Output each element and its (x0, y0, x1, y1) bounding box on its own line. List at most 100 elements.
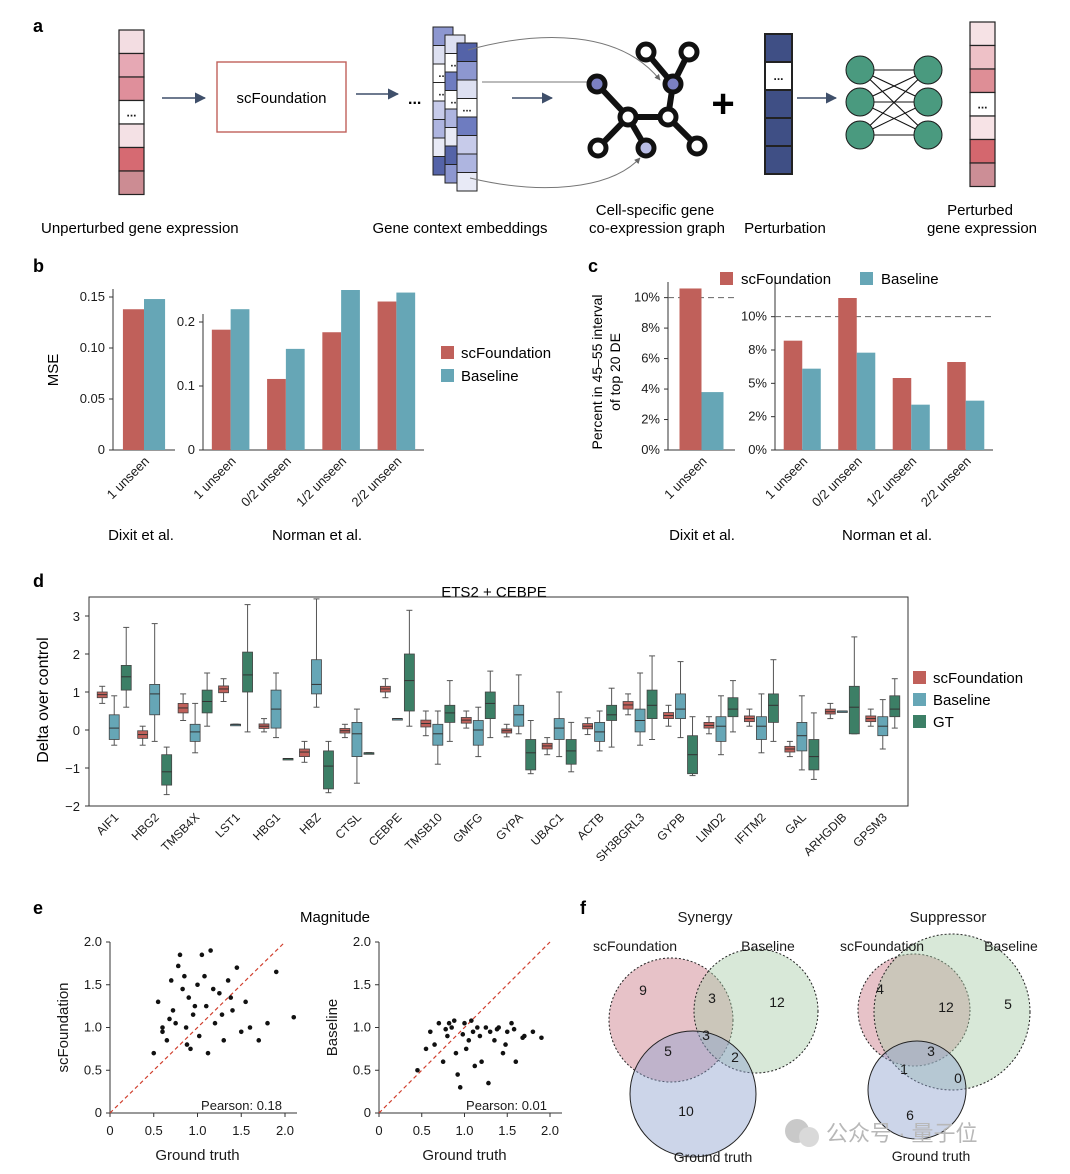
input-vector-cell (118, 146, 145, 172)
c-norman-x-tick-label: 1/2 unseen (863, 454, 919, 510)
c-norman-y-tick-label: 2% (748, 409, 767, 424)
d-ylabel: Delta over control (35, 637, 52, 762)
e-baseline-x-label: Ground truth (422, 1147, 506, 1164)
output-vector-cell (969, 44, 996, 70)
panel-letter-f: f (580, 898, 587, 918)
e-baseline-y-tick-label: 1.0 (353, 1020, 371, 1035)
d-box-baseline (432, 723, 444, 746)
network-node (913, 87, 943, 117)
d-box-baseline (553, 718, 565, 740)
e-scfoundation-point (228, 995, 234, 1000)
b-legend: scFoundation Baseline (441, 345, 551, 385)
c-norman-bar-baseline (965, 400, 985, 450)
e-baseline-point (457, 1085, 463, 1090)
f-synergy-region-ab-only: 3 (708, 990, 716, 1006)
d-box-baseline (796, 722, 808, 752)
embedding-cell (456, 153, 478, 173)
e-scfoundation-x-tick-label: 1.0 (188, 1123, 206, 1138)
embedding-link-bottom (469, 157, 641, 189)
d-title: ETS2 + CEBPE (441, 584, 546, 601)
b-norman-plot: 0 0.1 0.2 1 unseen 0/2 unseen 1/2 unseen 2/2 u… (177, 290, 424, 510)
e-scfoundation-y-tick-label: 1.0 (84, 1020, 102, 1035)
embedding-cell (456, 172, 478, 192)
e-scfoundation-point (202, 973, 207, 979)
e-scfoundation-x-tick-label: 0.5 (145, 1123, 163, 1138)
e-scfoundation-point (177, 952, 183, 958)
d-legend-baseline: Baseline (933, 692, 991, 709)
e-baseline-point (443, 1026, 448, 1032)
f-suppressor-region-bc-only: 0 (954, 1070, 962, 1086)
c-dixit-y-tick-label: 10% (634, 290, 660, 305)
input-vector-cell (118, 52, 145, 78)
e-baseline-point (513, 1059, 519, 1064)
e-baseline-point (509, 1020, 514, 1026)
f-synergy-region-bc-only: 2 (731, 1049, 739, 1065)
e-scfoundation-point (168, 978, 174, 983)
e-scfoundation-point (230, 1008, 235, 1013)
b-norman-bar-baseline (341, 290, 360, 450)
e-scfoundation-point (170, 1008, 176, 1013)
d-box-baseline (108, 714, 120, 740)
embedding-link-top (467, 37, 661, 81)
d-x-tick-label: GYPB (654, 810, 687, 843)
panel-e-scatter: Magnitude 0 0.5 1.0 1.5 2.0 0 0.5 1.0 1.5 2.0 Pear… (55, 909, 562, 1164)
d-x-tick-label: CTSL (332, 810, 364, 842)
panel-letter-c: c (588, 256, 598, 276)
c-dixit-y-tick-label: 6% (641, 351, 660, 366)
b-norman-bar-baseline (396, 292, 416, 450)
f-synergy-circle-set-b (693, 948, 819, 1074)
input-vector-ellipsis: ... (126, 105, 136, 119)
e-scfoundation-point (225, 978, 231, 983)
b-legend-swatch-baseline (441, 369, 454, 382)
c-norman-y-tick-label: 0% (748, 442, 767, 457)
embedding-ellipsis: ... (462, 103, 471, 115)
d-legend-swatch-scfoundation (913, 671, 926, 684)
f-suppressor-region-b-only: 5 (1004, 996, 1012, 1012)
embedding-ellipsis: ... (408, 91, 421, 108)
d-box-baseline (189, 723, 201, 742)
b-norman-bar-scfoundation (377, 301, 397, 450)
b-legend-scfoundation: scFoundation (461, 345, 551, 362)
d-box-gt (444, 704, 456, 723)
embedding-cell (456, 61, 478, 81)
e-scfoundation-point (192, 1003, 198, 1009)
d-x-tick-label: AIF1 (94, 810, 122, 838)
e-scfoundation-point (184, 1042, 190, 1047)
f-suppressor-circle-set-b (873, 933, 1031, 1091)
e-scfoundation-point (234, 965, 240, 970)
e-scfoundation-point (205, 1050, 211, 1056)
b-norman-x-tick-label: 2/2 unseen (348, 454, 404, 510)
f-synergy-title: Synergy (677, 909, 733, 926)
e-scfoundation-point (175, 963, 181, 969)
d-legend-swatch-baseline (913, 693, 926, 706)
b-norman-bar-scfoundation (267, 378, 286, 450)
embedding-ellipsis: ... (438, 68, 447, 80)
e-baseline-point (469, 1018, 474, 1023)
c-norman-y-tick-label: 5% (748, 375, 767, 390)
caption-graph-line1: Cell-specific gene (596, 202, 714, 219)
f-suppressor-label-set-b: Baseline (984, 938, 1038, 954)
c-norman-x-tick-label: 2/2 unseen (918, 454, 974, 510)
b-norman-y-tick-label: 0.2 (177, 314, 195, 329)
c-ylabel-line2: of top 20 DE (607, 333, 623, 411)
f-suppressor-region-ac-only: 1 (900, 1061, 908, 1077)
b-legend-swatch-scfoundation (441, 346, 454, 359)
neural-network-icon (845, 55, 943, 150)
e-scfoundation-point (238, 1029, 244, 1035)
perturbation-vector-cell (764, 89, 793, 119)
f-synergy-label-set-b: Baseline (741, 938, 795, 954)
d-y-tick-label: −1 (65, 761, 80, 776)
b-dixit-bar-baseline (144, 299, 166, 450)
output-vector-cell (969, 68, 996, 94)
c-group-norman: Norman et al. (842, 527, 932, 544)
d-box-gt (889, 695, 901, 718)
d-box-gt (646, 689, 658, 719)
d-legend-swatch-gt (913, 715, 926, 728)
input-vector-cell (118, 170, 145, 196)
d-x-tick-label: TMSB10 (402, 810, 445, 853)
b-dixit-bar-scfoundation (122, 309, 144, 450)
e-baseline-point (477, 1033, 483, 1039)
panel-letter-d: d (33, 571, 44, 591)
d-x-tick-label: HBG2 (129, 810, 162, 843)
